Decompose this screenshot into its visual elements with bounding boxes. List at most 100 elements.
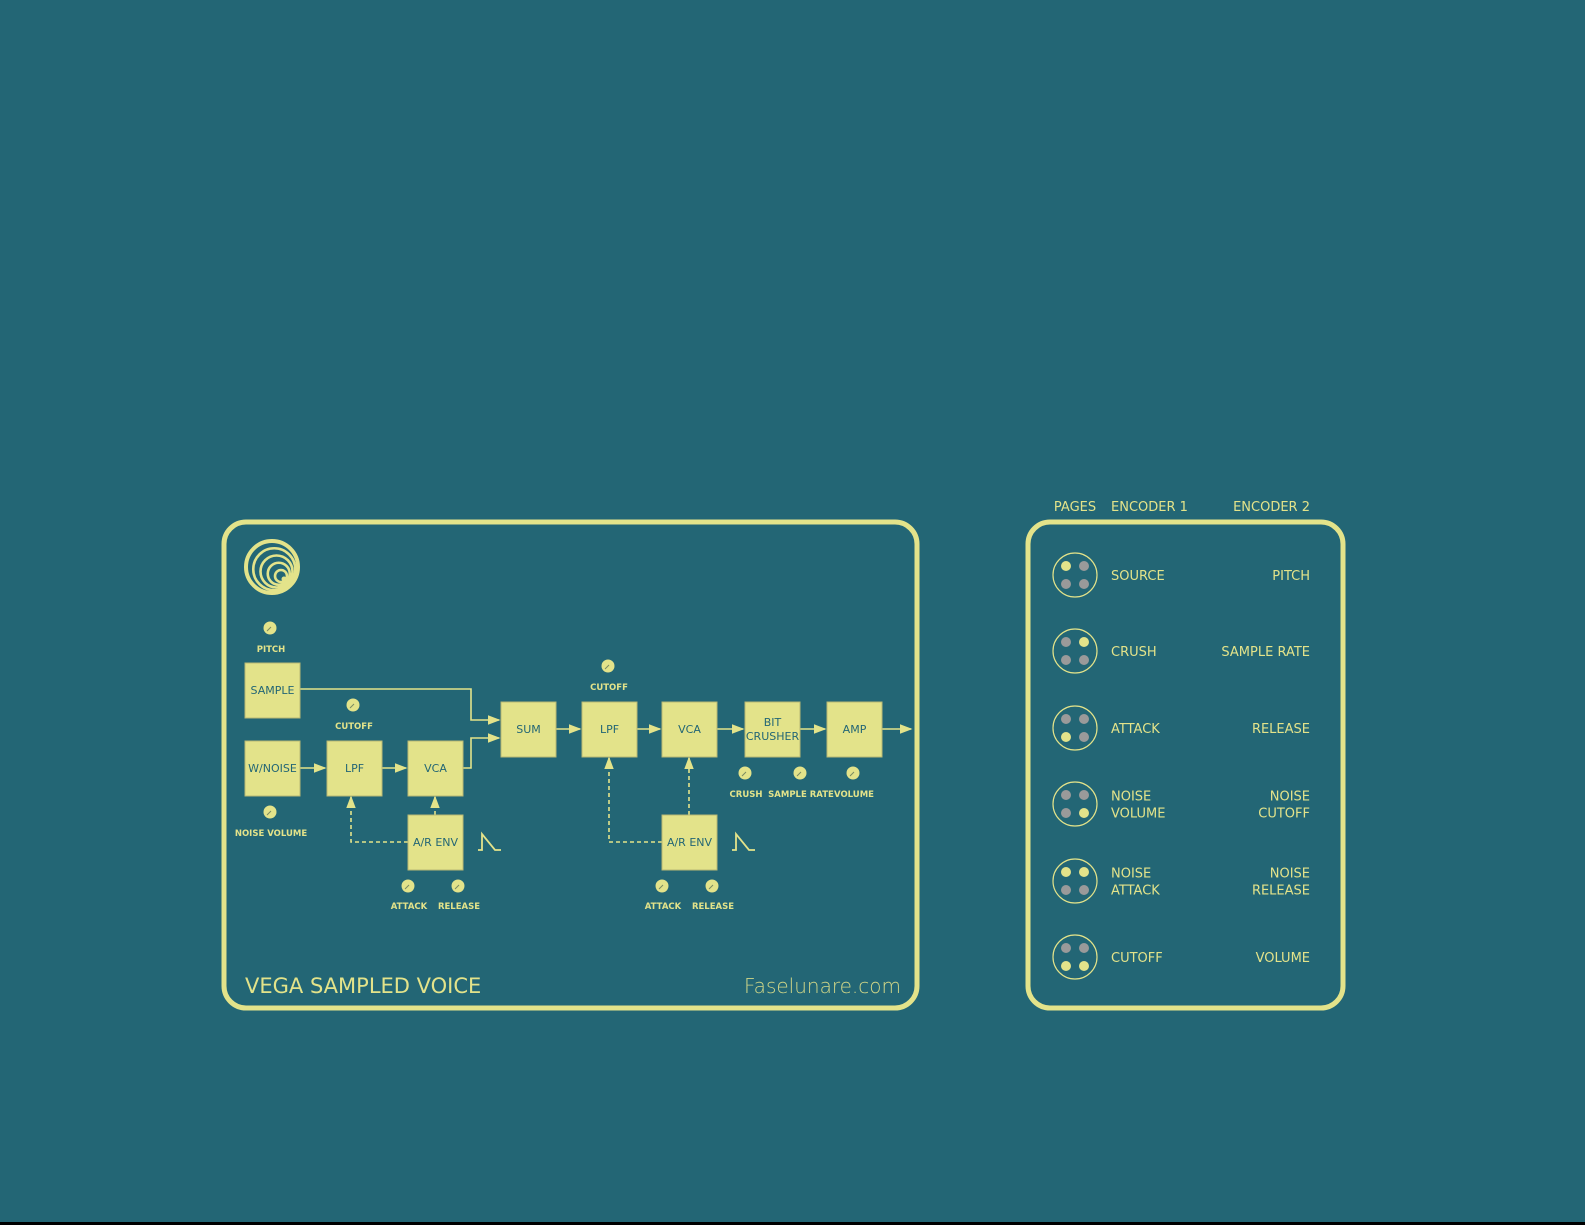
encoder1-label: ATTACK bbox=[1111, 884, 1160, 899]
led-on bbox=[1061, 961, 1071, 971]
block-lpf2: LPF bbox=[581, 701, 638, 758]
page-row: SOURCE PITCH bbox=[1052, 552, 1310, 598]
connections bbox=[300, 688, 913, 843]
led-on bbox=[1079, 961, 1089, 971]
faselunare-logo bbox=[244, 539, 300, 595]
block-vca1: VCA bbox=[407, 740, 464, 797]
header-encoder1: ENCODER 1 bbox=[1111, 500, 1188, 515]
encoder1-label: ATTACK bbox=[1111, 722, 1160, 737]
block-sum: SUM bbox=[500, 701, 557, 758]
block-sample: SAMPLE bbox=[244, 662, 301, 719]
led-off bbox=[1061, 885, 1071, 895]
knob-cutoff2: CUTOFF bbox=[590, 659, 628, 693]
block-label: A/R ENV bbox=[413, 836, 459, 849]
knob-label: PITCH bbox=[257, 645, 286, 655]
block-label: A/R ENV bbox=[667, 836, 713, 849]
bottom-edge bbox=[0, 1222, 1585, 1225]
led-off bbox=[1079, 561, 1089, 571]
led-off bbox=[1061, 637, 1071, 647]
knob-label: SAMPLE RATE bbox=[768, 790, 834, 800]
block-label: LPF bbox=[600, 723, 619, 736]
block-lpf1: LPF bbox=[326, 740, 383, 797]
encoder2-label: PITCH bbox=[1272, 569, 1310, 584]
encoder1-label: NOISE bbox=[1111, 790, 1151, 805]
knob-label: RELEASE bbox=[692, 902, 734, 912]
knob-attack1: ATTACK bbox=[391, 879, 428, 912]
page-row: CUTOFF VOLUME bbox=[1052, 934, 1310, 980]
block-wnoise: W/NOISE bbox=[244, 740, 301, 797]
page-row: ATTACK RELEASE bbox=[1052, 705, 1310, 751]
knob-release2: RELEASE bbox=[692, 879, 734, 912]
encoder2-label: CUTOFF bbox=[1258, 807, 1310, 822]
led-off bbox=[1061, 714, 1071, 724]
encoder1-label: SOURCE bbox=[1111, 569, 1165, 584]
led-on bbox=[1061, 732, 1071, 742]
pages-panel: PAGES ENCODER 1 ENCODER 2 SOURCE PITCH CRUSH S… bbox=[1025, 500, 1346, 1011]
encoder2-label: NOISE bbox=[1270, 867, 1310, 882]
led-on bbox=[1061, 561, 1071, 571]
block-amp: AMP bbox=[826, 701, 883, 758]
led-off bbox=[1079, 790, 1089, 800]
block-label: VCA bbox=[424, 762, 447, 775]
encoder2-label: RELEASE bbox=[1252, 722, 1310, 737]
led-off bbox=[1061, 655, 1071, 665]
block-env2: A/R ENV bbox=[661, 814, 718, 871]
block-label: LPF bbox=[345, 762, 364, 775]
envelope-shape-icon bbox=[732, 831, 755, 851]
led-on bbox=[1079, 808, 1089, 818]
signal-arrow bbox=[300, 688, 501, 725]
encoder1-label: CRUSH bbox=[1111, 645, 1157, 660]
encoder2-label: RELEASE bbox=[1252, 884, 1310, 899]
page-indicator-icon bbox=[1052, 705, 1098, 751]
block-vca2: VCA bbox=[661, 701, 718, 758]
block-label: CRUSHER bbox=[746, 730, 800, 743]
led-off bbox=[1061, 790, 1071, 800]
led-off bbox=[1079, 732, 1089, 742]
led-off bbox=[1061, 943, 1071, 953]
block-label: SUM bbox=[516, 723, 541, 736]
header-encoder2: ENCODER 2 bbox=[1233, 500, 1310, 515]
modulation-arrow bbox=[604, 756, 662, 843]
block-label: BIT bbox=[764, 716, 782, 729]
page-indicator-icon bbox=[1052, 552, 1098, 598]
knob-label: CRUSH bbox=[730, 790, 763, 800]
knob-label: CUTOFF bbox=[335, 722, 373, 732]
page-row: CRUSH SAMPLE RATE bbox=[1052, 628, 1310, 674]
led-off bbox=[1079, 943, 1089, 953]
encoder1-label: VOLUME bbox=[1111, 807, 1165, 822]
led-on bbox=[1079, 867, 1089, 877]
block-env1: A/R ENV bbox=[407, 814, 464, 871]
knob-volume: VOLUME bbox=[834, 766, 874, 800]
led-off bbox=[1061, 808, 1071, 818]
knob-pitch: PITCH bbox=[257, 621, 286, 655]
knob-label: RELEASE bbox=[438, 902, 480, 912]
knob-crush: CRUSH bbox=[730, 766, 763, 800]
led-off bbox=[1061, 579, 1071, 589]
knob-release1: RELEASE bbox=[438, 879, 480, 912]
knob-sample-rate: SAMPLE RATE bbox=[768, 766, 834, 800]
led-off bbox=[1079, 885, 1089, 895]
led-off bbox=[1079, 714, 1089, 724]
page-row: NOISE VOLUME NOISE CUTOFF bbox=[1052, 781, 1310, 827]
encoder2-label: SAMPLE RATE bbox=[1221, 645, 1310, 660]
knob-cutoff1: CUTOFF bbox=[335, 698, 373, 732]
led-on bbox=[1079, 637, 1089, 647]
encoder1-label: NOISE bbox=[1111, 867, 1151, 882]
led-off bbox=[1079, 655, 1089, 665]
page-row: NOISE ATTACK NOISE RELEASE bbox=[1052, 858, 1310, 904]
modulation-arrow bbox=[346, 795, 408, 843]
knob-label: ATTACK bbox=[645, 902, 682, 912]
website-label: Faselunare.com bbox=[744, 974, 901, 998]
page-indicator-icon bbox=[1052, 858, 1098, 904]
block-label: W/NOISE bbox=[248, 762, 297, 775]
panel-title: VEGA SAMPLED VOICE bbox=[245, 974, 481, 998]
knob-label: ATTACK bbox=[391, 902, 428, 912]
encoder1-label: CUTOFF bbox=[1111, 951, 1163, 966]
knob-noise-volume: NOISE VOLUME bbox=[235, 805, 307, 839]
knob-attack2: ATTACK bbox=[645, 879, 682, 912]
block-label: AMP bbox=[843, 723, 867, 736]
encoder2-label: VOLUME bbox=[1256, 951, 1310, 966]
